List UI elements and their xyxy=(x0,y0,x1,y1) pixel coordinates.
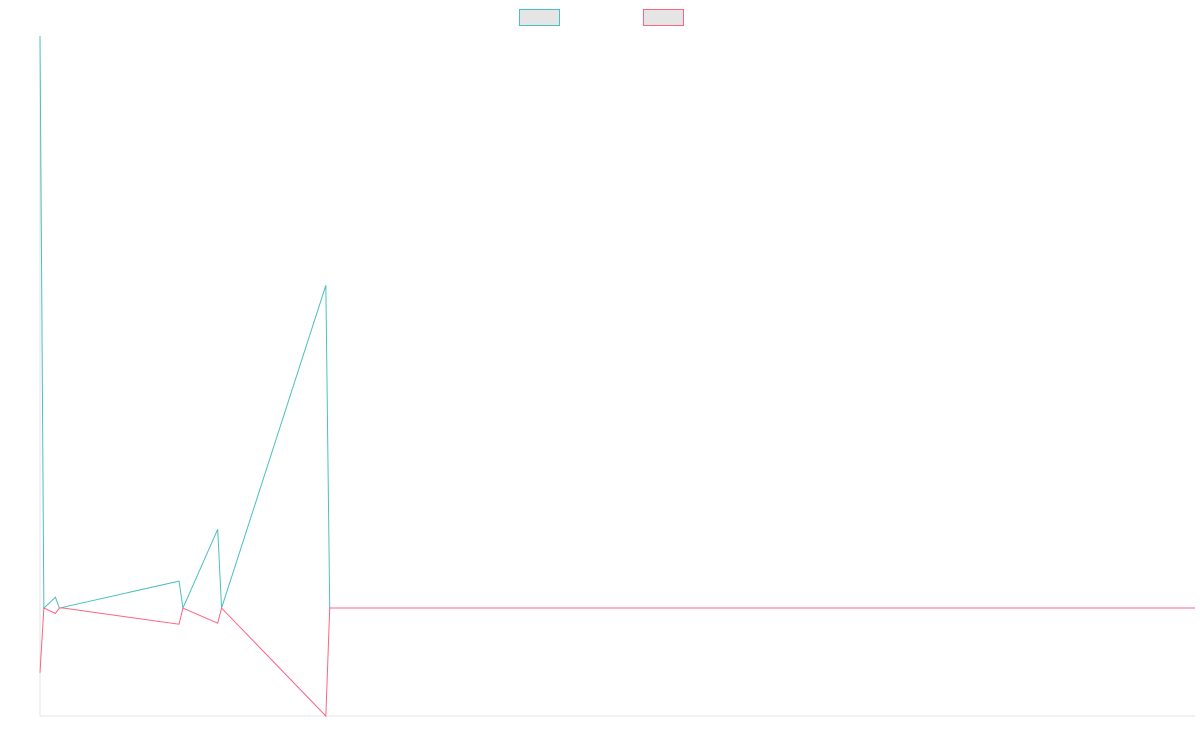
axes xyxy=(39,36,1195,717)
legend-item-2[interactable] xyxy=(643,9,684,26)
series-line-1 xyxy=(39,35,1195,610)
legend[interactable] xyxy=(519,9,684,26)
series-line-2 xyxy=(39,607,1195,718)
legend-swatch-2[interactable] xyxy=(643,9,684,26)
legend-item-1[interactable] xyxy=(519,9,560,26)
series-lines xyxy=(39,35,1195,718)
legend-swatch-1[interactable] xyxy=(519,9,560,26)
